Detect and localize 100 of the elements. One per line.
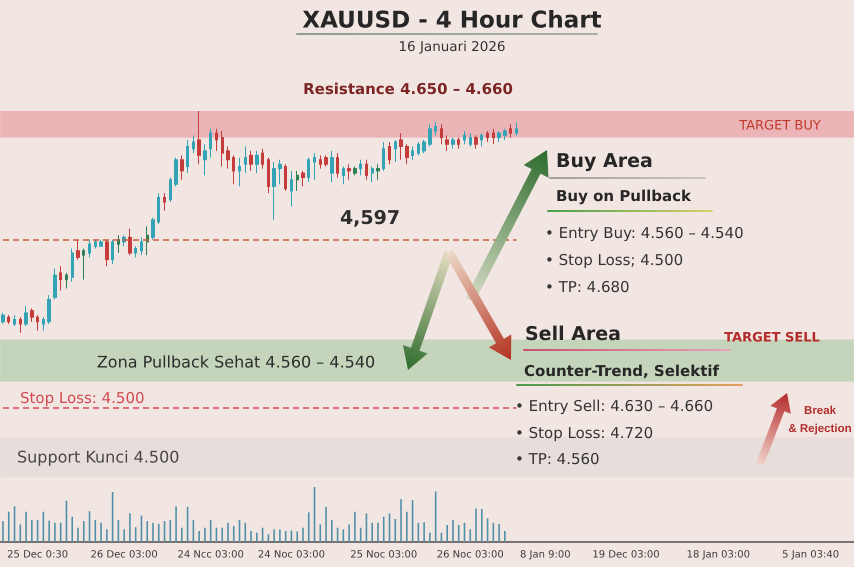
candlestick xyxy=(226,146,230,170)
candlestick xyxy=(342,166,345,185)
candlestick xyxy=(359,159,362,176)
candlestick xyxy=(180,154,184,180)
candlestick xyxy=(509,124,512,138)
candlestick xyxy=(353,166,357,176)
candlestick xyxy=(19,316,22,334)
annotation: • Entry Buy: 4.560 – 4.540 xyxy=(545,224,744,242)
annotation: Buy on Pullback xyxy=(556,187,692,205)
chart-title: XAUUSD - 4 Hour Chart xyxy=(302,8,602,34)
annotation: 4,597 xyxy=(340,207,400,229)
x-tick-label: 8 Jan 9:00 xyxy=(520,550,571,560)
x-tick-label: 5 Jan 03:40 xyxy=(782,550,840,560)
x-tick-label: 24 Ncc 03:00 xyxy=(177,550,244,560)
candlestick xyxy=(336,152,339,178)
candlestick xyxy=(347,164,351,180)
candlestick xyxy=(272,162,276,220)
candlestick xyxy=(474,134,478,150)
candlestick xyxy=(157,192,160,225)
annotation: Buy Area xyxy=(556,150,653,172)
x-tick-label: 19 Dec 03:00 xyxy=(592,550,660,560)
candlestick xyxy=(1,312,5,324)
candlestick xyxy=(47,294,51,324)
candlestick xyxy=(238,157,241,187)
candlestick xyxy=(24,306,28,327)
x-tick-label: 26 Noc 03:00 xyxy=(436,550,504,560)
candlestick xyxy=(163,192,166,212)
candlestick xyxy=(59,266,62,292)
candlestick xyxy=(492,128,495,145)
candlestick xyxy=(249,150,253,172)
candlestick xyxy=(301,170,305,187)
candlestick xyxy=(169,177,172,202)
candlestick xyxy=(307,157,310,182)
text: • TP: 4.560 xyxy=(515,450,600,468)
annotation: TARGET BUY xyxy=(738,118,821,134)
candlestick xyxy=(486,130,489,143)
candlestick xyxy=(457,137,460,150)
candlestick xyxy=(440,124,443,145)
x-tick-label: 24 Noc 03:00 xyxy=(258,550,325,560)
text: • Entry Sell: 4.630 – 4.660 xyxy=(515,397,714,415)
candlestick xyxy=(82,248,85,280)
candlestick xyxy=(13,314,16,327)
candlestick xyxy=(99,239,103,247)
candlestick xyxy=(376,164,380,180)
candlestick xyxy=(140,236,143,256)
candlestick xyxy=(76,239,80,260)
candlestick xyxy=(65,272,68,289)
candlestick xyxy=(428,124,432,147)
candlestick xyxy=(290,170,293,207)
candlestick xyxy=(267,157,270,194)
text: Zona Pullback Sehat 4.560 – 4.540 xyxy=(96,352,376,372)
candlestick xyxy=(134,246,137,258)
candlestick xyxy=(71,248,74,282)
x-tick-label: 26 Dec 03:00 xyxy=(90,550,158,560)
candlestick xyxy=(382,142,385,172)
candlestick xyxy=(111,239,114,265)
text: Break & Rejection xyxy=(788,405,852,435)
candlestick xyxy=(399,132,403,160)
candlestick xyxy=(36,314,39,332)
candlestick xyxy=(451,137,455,150)
candlestick xyxy=(255,150,259,174)
candlestick xyxy=(215,128,218,152)
candlestick xyxy=(388,142,391,165)
candlestick xyxy=(497,130,501,143)
candlestick xyxy=(394,139,397,163)
text: Counter-Trend, Selektif xyxy=(524,362,720,380)
candlestick xyxy=(469,132,472,147)
x-tick-label: 18 Jan 03:00 xyxy=(686,550,750,560)
candlestick xyxy=(422,139,426,154)
chart-subtitle: 16 Januari 2026 xyxy=(398,39,506,55)
candlestick xyxy=(192,134,195,154)
candlestick xyxy=(313,152,316,180)
candlestick xyxy=(30,308,34,322)
candlestick xyxy=(278,159,282,185)
text: Support Kunci 4.500 xyxy=(17,448,180,466)
candlestick xyxy=(371,166,374,182)
candlestick xyxy=(515,122,518,136)
candlestick xyxy=(209,128,212,158)
candlestick xyxy=(330,150,334,182)
text: • Stop Loss: 4.720 xyxy=(515,424,654,442)
candlestick xyxy=(261,148,264,170)
candlestick xyxy=(405,144,409,165)
candlestick xyxy=(324,154,328,167)
candlestick xyxy=(434,122,437,136)
candlestick xyxy=(232,154,235,185)
candlestick xyxy=(365,159,368,180)
candlestick xyxy=(284,164,287,192)
candlestick xyxy=(7,314,10,324)
candlestick xyxy=(53,268,57,300)
annotation: TARGET SELL xyxy=(724,330,820,346)
annotation: • TP: 4.680 xyxy=(545,278,630,296)
candlestick xyxy=(445,134,449,152)
annotation: Sell Area xyxy=(525,323,621,345)
candlestick xyxy=(319,154,322,170)
candlestick xyxy=(411,146,414,160)
candlestick xyxy=(94,239,97,250)
candlestick xyxy=(128,228,132,256)
candlestick xyxy=(417,142,420,156)
candlestick xyxy=(203,144,207,176)
candlestick xyxy=(117,234,120,254)
